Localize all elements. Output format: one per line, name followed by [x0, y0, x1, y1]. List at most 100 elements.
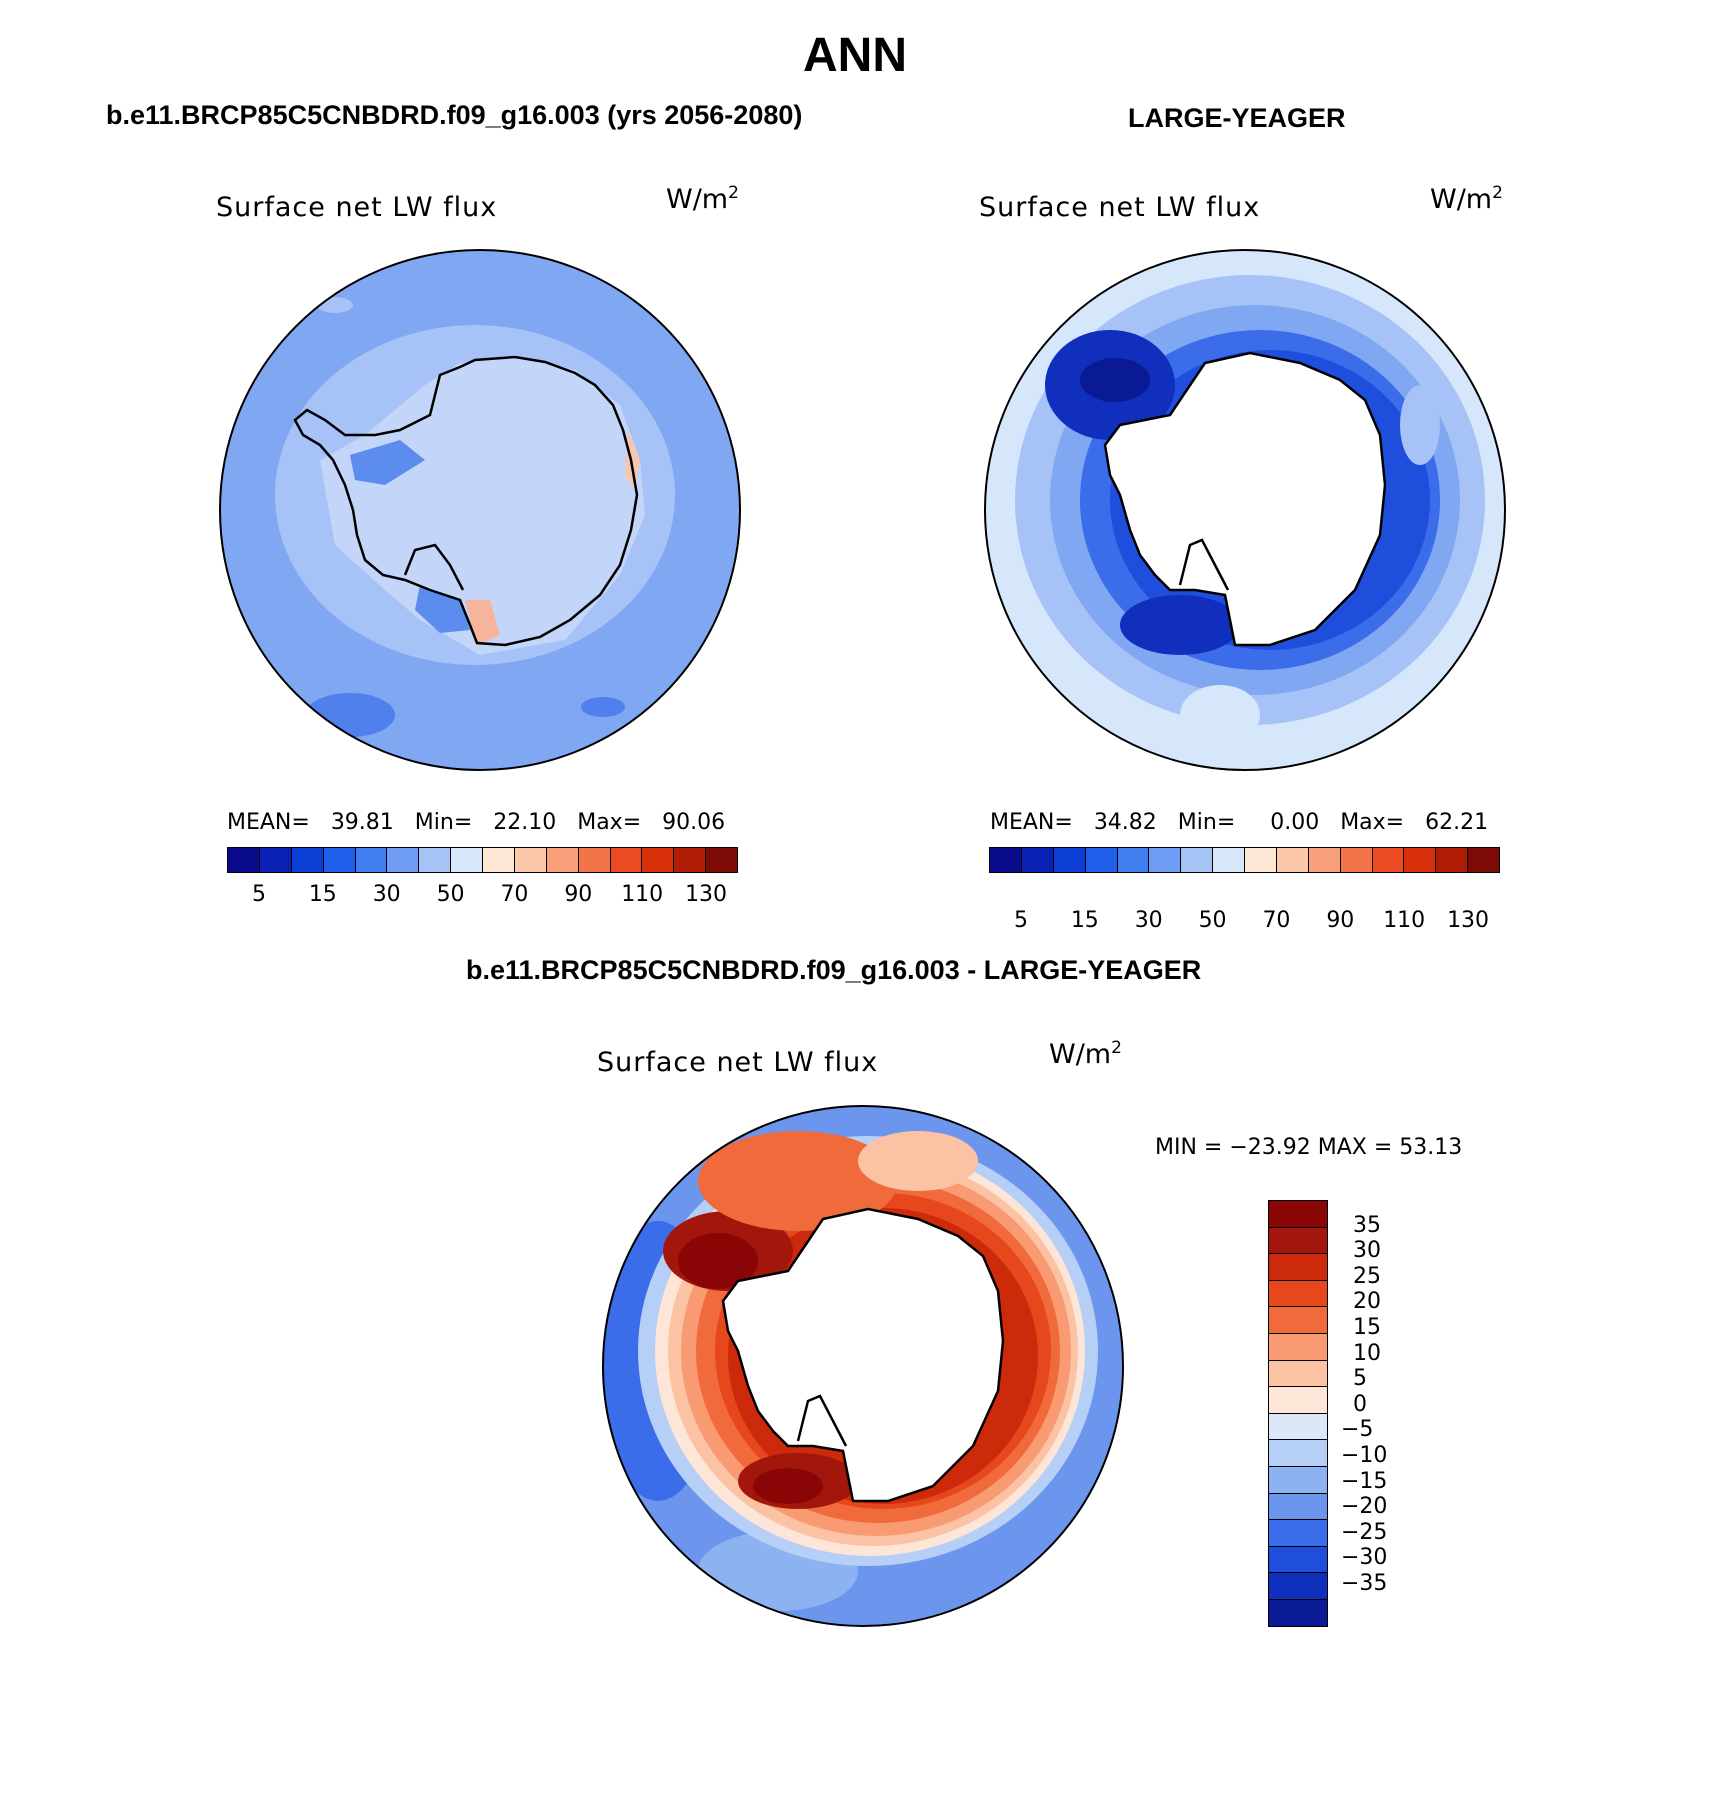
- colorbar-swatch: [1269, 1599, 1327, 1626]
- colorbar-swatch: [1269, 1280, 1327, 1308]
- colorbar-swatch: [1269, 1387, 1327, 1414]
- colorbar-tick-label: 5: [251, 882, 266, 907]
- colorbar-tick-label: −35: [1341, 1571, 1388, 1596]
- colorbar-swatch: [1269, 1573, 1327, 1600]
- panel-title-obs: LARGE-YEAGER: [1128, 103, 1346, 133]
- polar-map-diff: [602, 1105, 1124, 1627]
- colorbar-tick-label: 90: [564, 882, 593, 907]
- colorbar-tick-label: 10: [1353, 1340, 1381, 1366]
- colorbar-tick-label: 25: [1353, 1263, 1381, 1289]
- colorbar-swatch: [1245, 848, 1277, 872]
- colorbar-swatch: [1269, 1493, 1327, 1521]
- colorbar-swatch: [674, 848, 707, 872]
- colorbar-tick-label: 5: [1013, 908, 1028, 933]
- colorbar-tick-label: −20: [1341, 1494, 1388, 1520]
- colorbar-tick-label: 15: [1353, 1315, 1381, 1340]
- colorbar-tick-label: −25: [1341, 1519, 1388, 1545]
- colorbar-swatch: [1021, 848, 1054, 872]
- colorbar-swatch: [483, 848, 515, 872]
- colorbar-swatch: [1269, 1520, 1327, 1547]
- colorbar-swatch: [1269, 1546, 1327, 1574]
- colorbar-ticks-model: 5 15 30 50 70 90 110 130: [227, 882, 736, 908]
- colorbar-swatch: [387, 848, 420, 872]
- colorbar-swatch: [1276, 848, 1309, 872]
- colorbar-swatch: [706, 848, 737, 872]
- colorbar-swatch: [1468, 848, 1499, 872]
- colorbar-tick-label: 30: [1353, 1238, 1381, 1264]
- colorbar-tick-label: 110: [621, 882, 664, 907]
- colorbar-swatch: [1149, 848, 1182, 872]
- colorbar-swatch: [1269, 1413, 1327, 1441]
- colorbar-model: [227, 847, 738, 873]
- colorbar-tick-label: 30: [1134, 908, 1163, 933]
- colorbar-diff: [1268, 1200, 1328, 1627]
- colorbar-swatch: [1213, 848, 1245, 872]
- colorbar-tick-label: 110: [1383, 908, 1426, 933]
- panel-title-diff: b.e11.BRCP85C5CNBDRD.f09_g16.003 - LARGE…: [466, 955, 1202, 985]
- plot-label-model: Surface net LW flux: [216, 192, 498, 223]
- colorbar-swatch: [1181, 848, 1214, 872]
- colorbar-tick-label: 0: [1353, 1391, 1367, 1417]
- colorbar-swatch: [1340, 848, 1373, 872]
- plot-label-diff: Surface net LW flux: [597, 1047, 879, 1078]
- colorbar-ticks-diff: 35 30 25 20 15 10 5 0 −5 −10 −15 −20 −25 −30 −35: [1341, 1200, 1421, 1620]
- colorbar-swatch: [1053, 848, 1086, 872]
- figure-title: ANN: [803, 29, 907, 82]
- colorbar-tick-label: 15: [1070, 908, 1099, 933]
- plot-label-obs: Surface net LW flux: [979, 192, 1261, 223]
- colorbar-swatch: [990, 848, 1022, 872]
- colorbar-swatch: [419, 848, 452, 872]
- colorbar-swatch: [451, 848, 483, 872]
- colorbar-tick-label: 130: [685, 882, 728, 907]
- colorbar-tick-label: 70: [500, 882, 529, 907]
- colorbar-tick-label: 130: [1447, 908, 1490, 933]
- units-model: W/m2: [666, 183, 739, 215]
- colorbar-tick-label: 15: [308, 882, 337, 907]
- colorbar-tick-label: 50: [1198, 908, 1227, 933]
- colorbar-swatch: [1269, 1201, 1327, 1228]
- colorbar-swatch: [291, 848, 324, 872]
- colorbar-swatch: [1404, 848, 1437, 872]
- minmax-diff: MIN = −23.92 MAX = 53.13: [1155, 1135, 1463, 1160]
- colorbar-swatch: [1308, 848, 1341, 872]
- colorbar-swatch: [1372, 848, 1405, 872]
- colorbar-tick-label: 70: [1262, 908, 1291, 933]
- colorbar-swatch: [1269, 1466, 1327, 1494]
- colorbar-swatch: [323, 848, 356, 872]
- units-diff: W/m2: [1049, 1038, 1122, 1070]
- colorbar-tick-label: −15: [1341, 1468, 1388, 1494]
- colorbar-swatch: [355, 848, 388, 872]
- colorbar-tick-label: 30: [372, 882, 401, 907]
- colorbar-swatch: [228, 848, 260, 872]
- colorbar-swatch: [1269, 1333, 1327, 1361]
- colorbar-swatch: [1269, 1227, 1327, 1255]
- colorbar-swatch: [1117, 848, 1150, 872]
- colorbar-tick-label: 35: [1353, 1212, 1381, 1238]
- colorbar-tick-label: −10: [1341, 1443, 1388, 1468]
- colorbar-swatch: [1436, 848, 1469, 872]
- colorbar-tick-label: −5: [1341, 1417, 1374, 1443]
- colorbar-ticks-obs: 5 15 30 50 70 90 110 130: [989, 908, 1498, 934]
- colorbar-swatch: [1085, 848, 1118, 872]
- polar-map-obs: [984, 249, 1506, 771]
- colorbar-swatch: [514, 848, 547, 872]
- colorbar-obs: [989, 847, 1500, 873]
- units-obs: W/m2: [1430, 183, 1503, 215]
- colorbar-swatch: [578, 848, 611, 872]
- colorbar-swatch: [1269, 1307, 1327, 1334]
- colorbar-swatch: [259, 848, 292, 872]
- panel-title-model: b.e11.BRCP85C5CNBDRD.f09_g16.003 (yrs 20…: [106, 100, 803, 130]
- colorbar-swatch: [642, 848, 675, 872]
- colorbar-swatch: [610, 848, 643, 872]
- colorbar-swatch: [1269, 1360, 1327, 1388]
- stats-obs: MEAN= 34.82 Min= 0.00 Max= 62.21: [990, 810, 1489, 835]
- colorbar-tick-label: 5: [1353, 1366, 1367, 1392]
- colorbar-tick-label: 50: [436, 882, 465, 907]
- colorbar-swatch: [1269, 1254, 1327, 1281]
- stats-model: MEAN= 39.81 Min= 22.10 Max= 90.06: [227, 810, 726, 835]
- colorbar-tick-label: −30: [1341, 1545, 1388, 1571]
- colorbar-tick-label: 20: [1353, 1289, 1381, 1315]
- colorbar-swatch: [1269, 1440, 1327, 1467]
- colorbar-swatch: [546, 848, 579, 872]
- polar-map-model: [219, 249, 741, 771]
